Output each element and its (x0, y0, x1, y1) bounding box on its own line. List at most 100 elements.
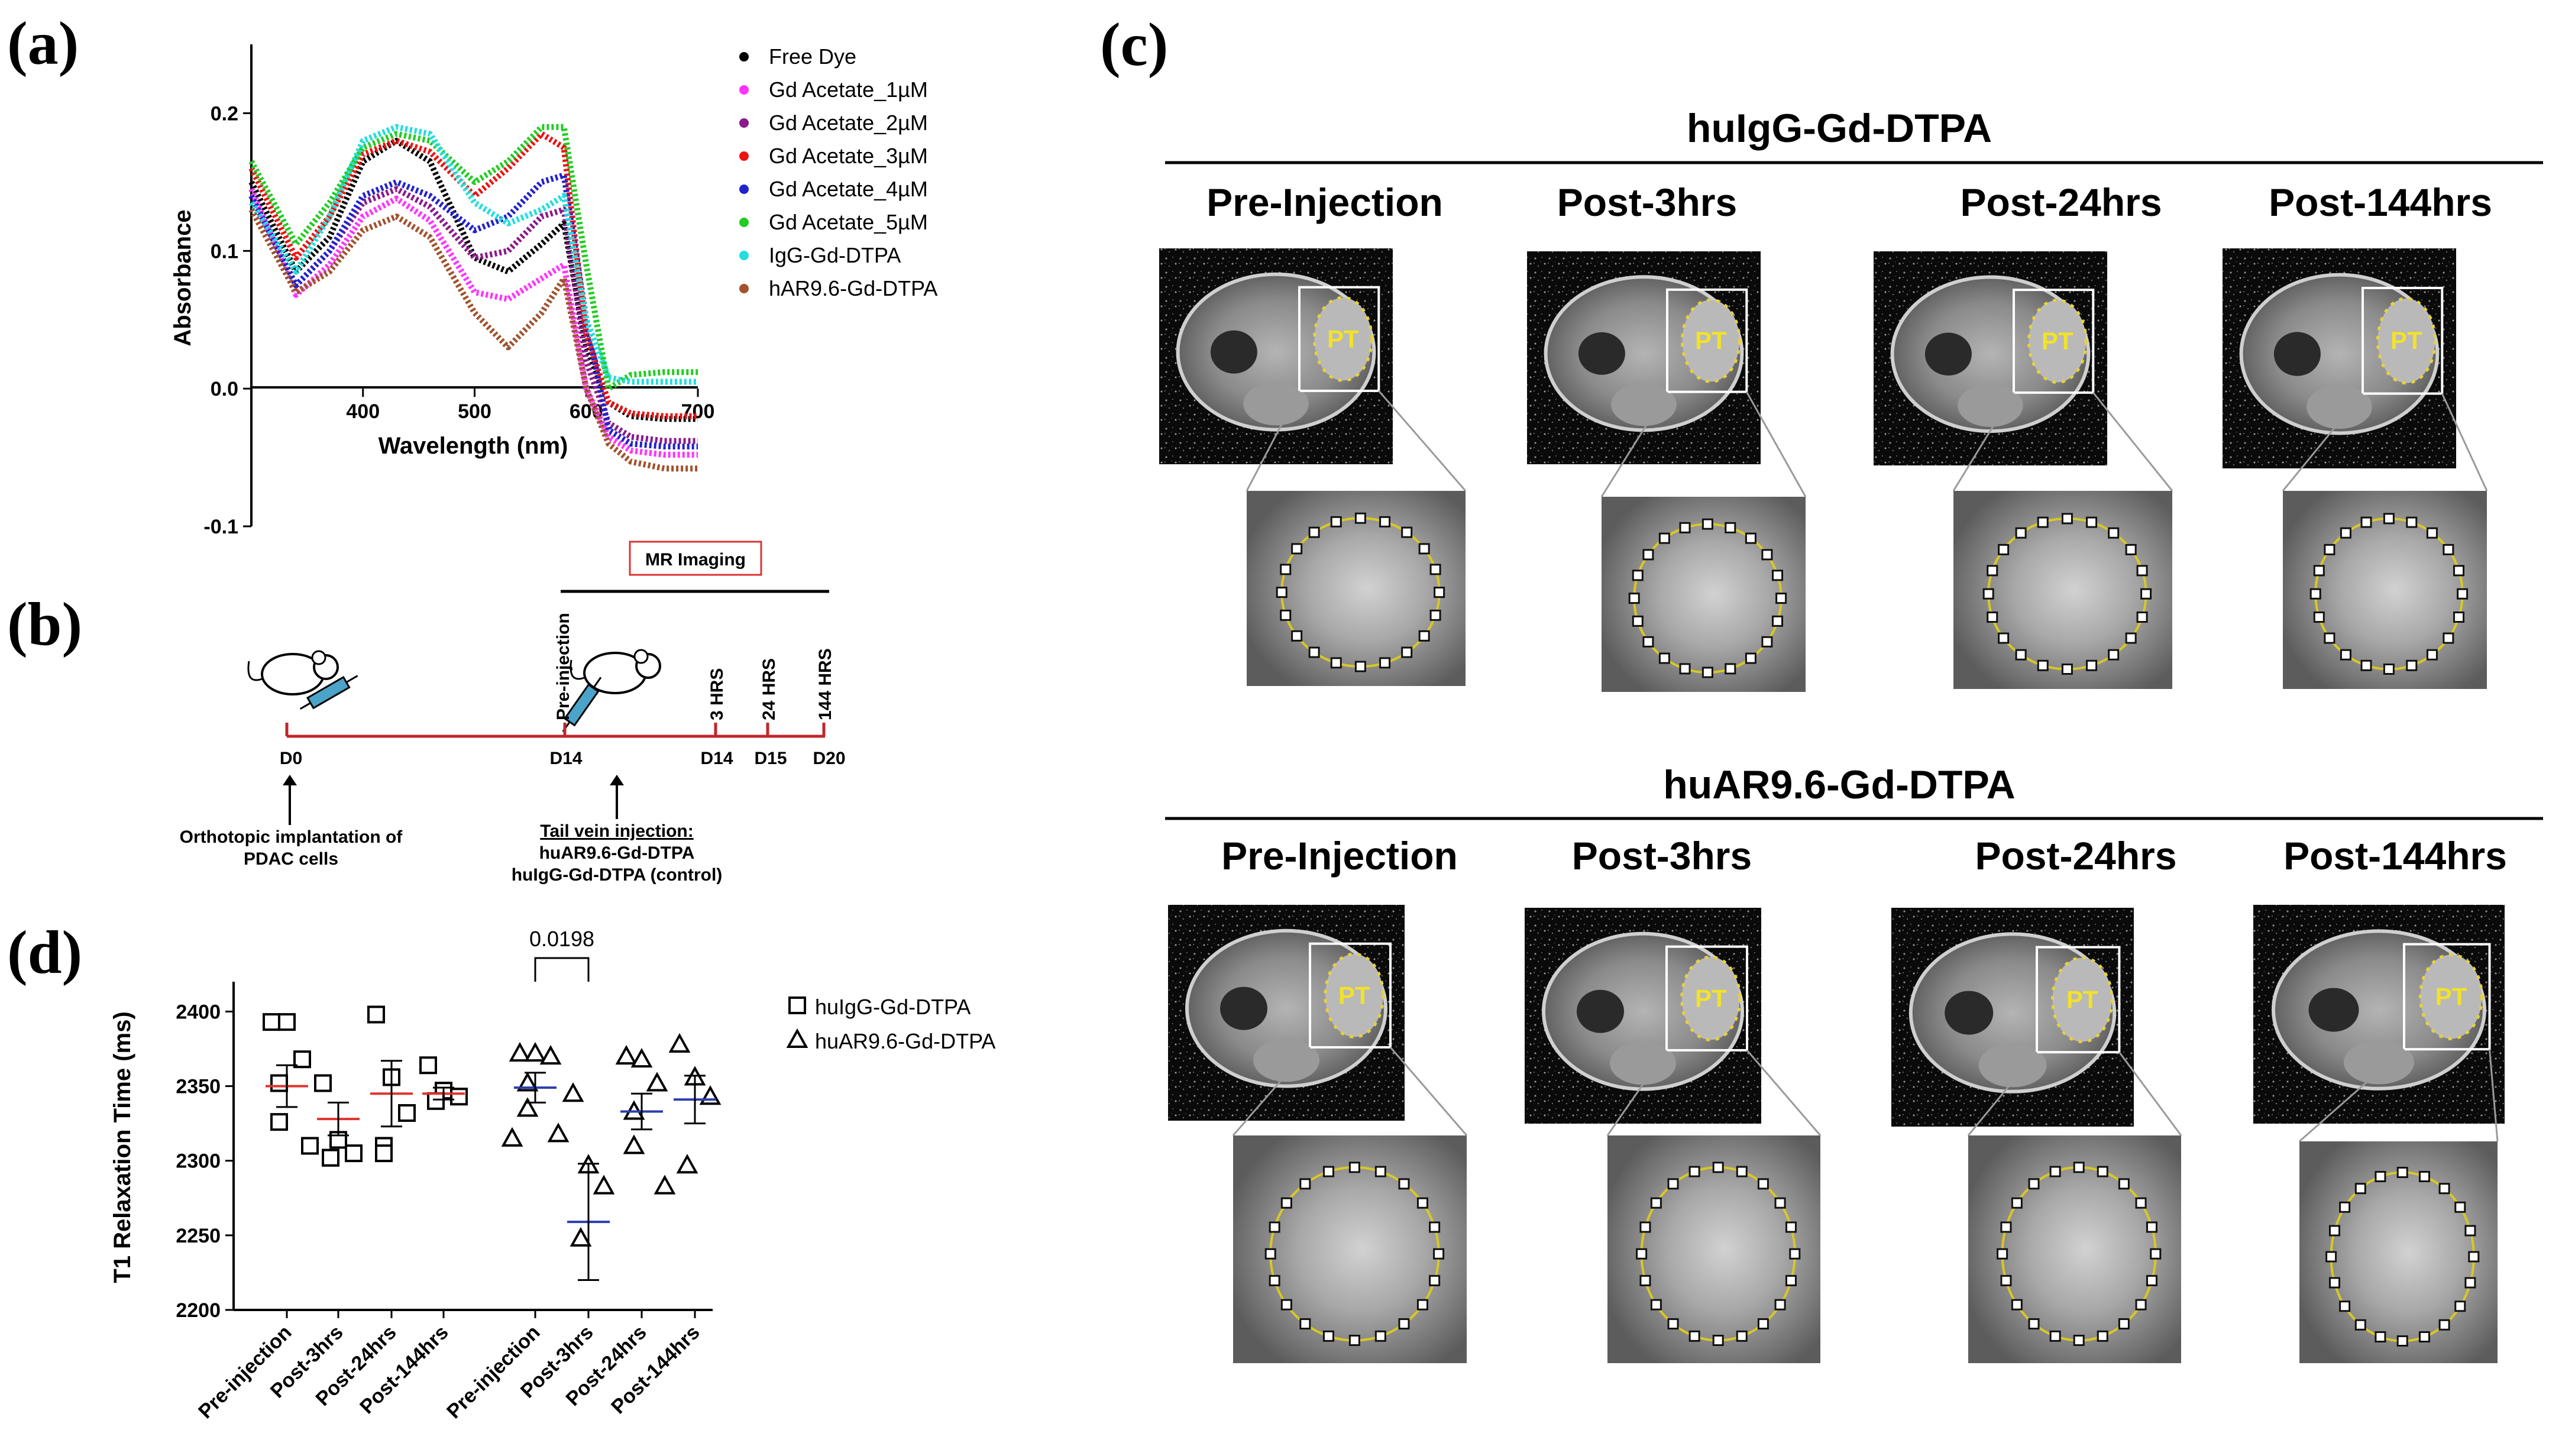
mri-roi-vertex (1401, 526, 1413, 538)
mri-organ (1611, 383, 1677, 426)
mri-roi-vertex (1308, 646, 1320, 658)
mri-roi-vertex (1291, 543, 1303, 555)
chart-a-legend-label: Gd Acetate_5µM (769, 210, 928, 234)
mri-roi-vertex (2125, 632, 2137, 644)
mri-roi-vertex (2464, 1225, 2476, 1237)
mri-roi-label: PT (1338, 981, 1370, 1009)
mri-roi-vertex (1761, 636, 1773, 648)
chart-a-legend-label: Gd Acetate_4µM (769, 177, 928, 201)
chart-d-point-square (270, 1074, 288, 1092)
mri-zoom-image (1968, 1135, 2181, 1363)
chart-d-y-axis-label: T1 Relaxation Time (ms) (109, 1011, 135, 1283)
chart-d-y-tick-label: 2350 (176, 1076, 221, 1098)
mr-imaging-label: MR Imaging (645, 550, 746, 570)
mri-roi-vertex (2339, 1201, 2351, 1213)
mri-roi-vertex (2136, 611, 2148, 623)
mri-roi-vertex (1688, 1166, 1700, 1177)
panel-label-a: (a) (7, 9, 79, 77)
mri-roi-vertex (1725, 663, 1736, 675)
mri-roi-vertex (2313, 611, 2325, 623)
mri-organ-dark (2308, 988, 2359, 1032)
mri-scan-image: PT (1168, 905, 1405, 1121)
chart-d-point-square (314, 1074, 332, 1092)
mri-roi-vertex (1667, 1178, 1679, 1190)
panel-label-d: (d) (7, 918, 82, 986)
chart-a-series-line (248, 172, 698, 449)
mri-roi-vertex (1725, 522, 1736, 533)
mri-zoom-box (2013, 289, 2095, 394)
mri-roi-vertex (1433, 1248, 1445, 1260)
mri-roi-vertex (1330, 657, 1342, 669)
mri-roi-vertex (2340, 649, 2351, 661)
mri-column-title: Post-3hrs (1572, 834, 1752, 878)
mri-roi-vertex (2454, 1300, 2466, 1312)
tail-vein-control: huIgG-Gd-DTPA (control) (512, 865, 723, 885)
chart-a-legend-marker (739, 85, 749, 95)
mri-roi-vertex (1429, 1274, 1441, 1286)
mri-roi-label: PT (1695, 984, 1727, 1012)
mri-roi-vertex (2028, 1178, 2040, 1190)
chart-a-y-axis-label: Absorbance (170, 209, 196, 346)
mri-scan-image: PT (1159, 248, 1393, 464)
mri-roi-vertex (1998, 632, 2010, 644)
chart-a-series-line (248, 124, 698, 385)
mri-roi-vertex (2125, 543, 2137, 555)
chart-a-y-tick-label: -0.1 (203, 516, 238, 538)
chart-a-legend-marker (739, 151, 749, 161)
day-label: D14 (549, 749, 582, 768)
mri-roi-vertex (2383, 513, 2395, 525)
mri-roi-vertex (2150, 1248, 2162, 1260)
chart-d-point-triangle (654, 1174, 676, 1195)
mri-roi-vertex (2329, 1277, 2341, 1289)
mri-roi-vertex (2354, 1183, 2366, 1195)
mri-roi-vertex (1772, 615, 1784, 627)
mri-roi-vertex (1658, 652, 1670, 664)
tail-vein-title: Tail vein injection: (540, 821, 693, 841)
mri-roi-vertex (1998, 543, 2010, 555)
mri-organ-dark (1210, 330, 1257, 374)
mri-roi-vertex (1745, 532, 1756, 544)
mri-roi-vertex (1379, 657, 1391, 669)
mri-roi-vertex (2325, 1251, 2337, 1263)
mri-roi-vertex (2073, 1161, 2085, 1173)
chart-a-legend-label: hAR9.6-Gd-DTPA (769, 276, 937, 300)
chart-d-point-square (367, 1005, 385, 1024)
chart-d-legend-label: huIgG-Gd-DTPA (815, 995, 971, 1019)
mri-scan-image: PT (1527, 251, 1761, 464)
day-label: D0 (280, 749, 302, 768)
mri-roi-vertex (2438, 1183, 2450, 1195)
chart-a-legend-marker (739, 185, 749, 194)
chart-d-y-tick-label: 2250 (176, 1225, 221, 1247)
chart-a-legend-label: Gd Acetate_1µM (769, 77, 928, 102)
mri-roi-vertex (1322, 1166, 1334, 1177)
mri-zoom-box (1309, 942, 1392, 1049)
chart-d-pvalue-label: 0.0198 (529, 927, 594, 951)
mri-roi-label: PT (1327, 325, 1359, 352)
chart-d-point-triangle (623, 1134, 645, 1154)
chart-d-point-triangle (699, 1085, 722, 1105)
chart-d-point-square (398, 1104, 416, 1122)
mri-roi-vertex (2354, 1319, 2366, 1331)
chart-a-legend: Free Dye Gd Acetate_1µM Gd Acetate_2µM Gd A… (739, 44, 937, 300)
chart-d-point-triangle (509, 1041, 531, 1062)
mri-tumor-roi (1681, 298, 1741, 383)
chart-d-point-square (375, 1144, 393, 1163)
mri-roi-vertex (1712, 1335, 1724, 1346)
mri-zoom-connector (2092, 391, 2173, 491)
mri-roi-vertex (1987, 611, 1998, 623)
mri-zoom-connector (2118, 1051, 2182, 1136)
mri-roi-vertex (2015, 527, 2027, 539)
mri-roi-vertex (1679, 522, 1691, 533)
chart-d-x-tick-label: Pre-injection (442, 1321, 544, 1423)
mri-column-title: Post-24hrs (1960, 180, 2162, 224)
group-title-huar96: huAR9.6-Gd-DTPA (1663, 762, 2016, 807)
implantation-text: PDAC cells (244, 849, 338, 869)
mri-roi-vertex (1636, 1248, 1648, 1260)
mri-roi-vertex (1434, 587, 1445, 598)
chart-d-y-tick-label: 2200 (176, 1299, 221, 1322)
mri-zoom-connector (1232, 1046, 1311, 1136)
implantation-text: Orthotopic implantation of (180, 827, 403, 847)
chart-a-legend-label: Gd Acetate_2µM (769, 111, 928, 135)
mri-zoom-connector (1952, 392, 2015, 491)
mri-roi-vertex (1322, 1330, 1334, 1342)
